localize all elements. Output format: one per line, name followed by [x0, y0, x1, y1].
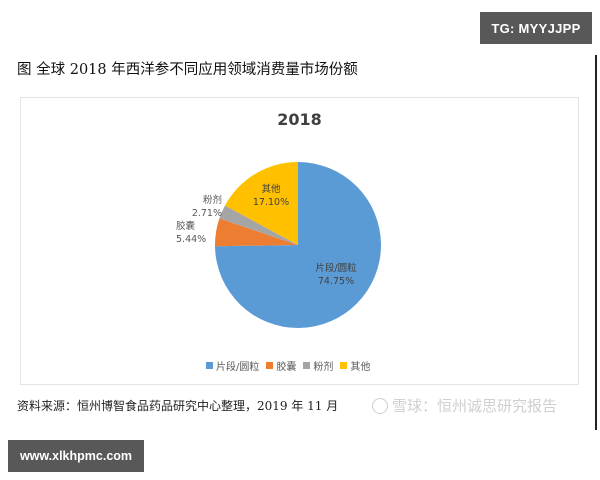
figure-title: 图 全球 2018 年西洋参不同应用领域消费量市场份额	[17, 62, 358, 78]
legend-item-other: 其他	[340, 358, 370, 373]
label-powder-name: 粉剂	[202, 195, 222, 206]
legend-swatch-other	[340, 362, 348, 369]
label-other-pct: 17.10%	[252, 197, 290, 208]
watermark-text: 雪球：恒州诚思研究报告	[392, 397, 558, 415]
legend-swatch-capsules	[266, 362, 274, 369]
slice-tablets	[215, 162, 381, 328]
label-capsules: 胶囊 5.44%	[176, 220, 212, 246]
legend-item-capsules: 胶囊	[266, 358, 296, 373]
legend-label-other: 其他	[350, 362, 371, 373]
slice-other	[225, 162, 298, 245]
slice-capsules	[214, 218, 298, 247]
source-note: 资料来源：恒州博智食品药品研究中心整理，2019 年 11 月	[17, 399, 339, 413]
label-tablets-name: 片段/圆粒	[315, 263, 357, 274]
legend-label-capsules: 胶囊	[276, 362, 297, 373]
chart-legend: 片段/圆粒 胶囊 粉剂 其他	[206, 358, 373, 373]
label-capsules-name: 胶囊	[176, 221, 196, 232]
label-tablets-pct: 74.75%	[317, 276, 355, 287]
label-tablets: 片段/圆粒 74.75%	[306, 262, 366, 288]
label-other: 其他 17.10%	[246, 183, 296, 209]
tg-badge: TG: MYYJJPP	[480, 12, 592, 44]
legend-label-tablets: 片段/圆粒	[216, 362, 260, 373]
snowball-logo-icon	[372, 397, 388, 414]
chart-title: 2018	[277, 110, 322, 129]
legend-item-powder: 粉剂	[303, 358, 333, 373]
watermark: 雪球：恒州诚思研究报告	[372, 395, 557, 416]
legend-swatch-powder	[303, 362, 311, 369]
label-powder-pct: 2.71%	[191, 208, 222, 219]
label-capsules-pct: 5.44%	[176, 234, 207, 245]
legend-label-powder: 粉剂	[313, 362, 334, 373]
page-edge-rule	[595, 55, 597, 430]
label-other-name: 其他	[261, 184, 281, 195]
url-badge: www.xlkhpmc.com	[8, 440, 144, 472]
legend-swatch-tablets	[206, 362, 213, 369]
label-powder: 粉剂 2.71%	[186, 194, 222, 220]
legend-item-tablets: 片段/圆粒	[206, 358, 259, 373]
slice-powder	[219, 205, 298, 245]
